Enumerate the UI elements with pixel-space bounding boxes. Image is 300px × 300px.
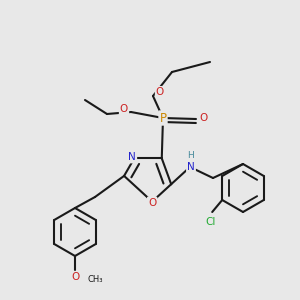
Text: O: O <box>120 104 128 114</box>
Text: N: N <box>187 162 195 172</box>
Text: Cl: Cl <box>205 217 215 227</box>
Text: O: O <box>156 87 164 97</box>
Text: O: O <box>148 198 156 208</box>
Text: P: P <box>160 112 167 124</box>
Text: H: H <box>188 151 194 160</box>
Text: CH₃: CH₃ <box>87 275 103 284</box>
Text: O: O <box>71 272 79 282</box>
Text: N: N <box>128 152 136 162</box>
Text: O: O <box>200 113 208 123</box>
